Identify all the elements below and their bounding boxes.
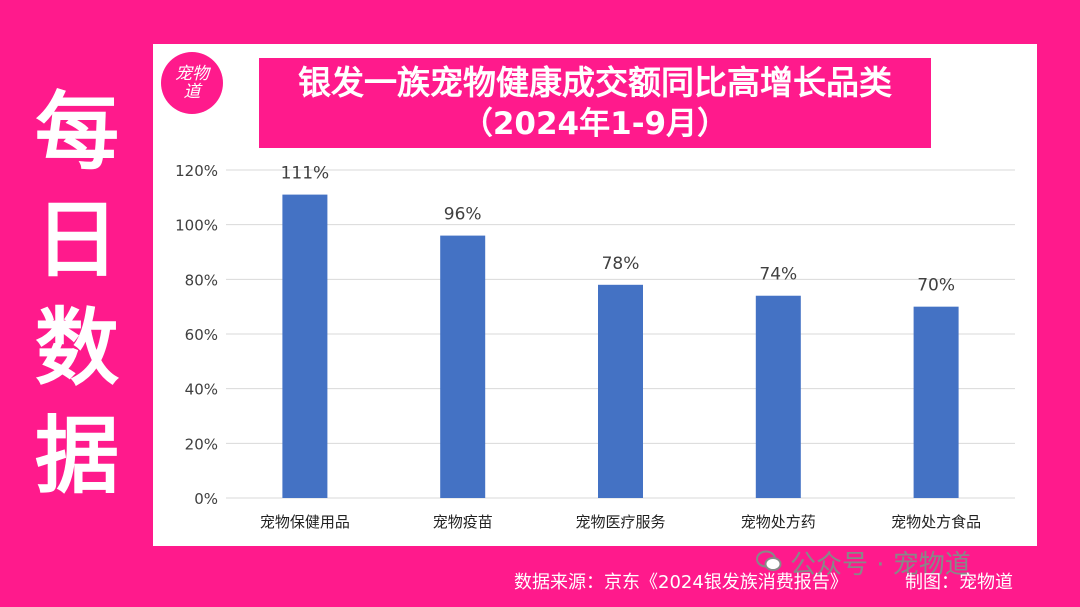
x-tick-label: 宠物疫苗 — [433, 513, 493, 531]
bar — [282, 194, 328, 498]
watermark-text: 公众号 · 宠物道 — [790, 550, 971, 580]
x-tick-label: 宠物处方食品 — [891, 513, 981, 531]
wechat-icon — [756, 550, 782, 572]
bar — [440, 235, 486, 498]
y-tick-label: 20% — [185, 435, 218, 453]
y-tick-label: 0% — [194, 490, 218, 508]
bar — [598, 284, 643, 498]
x-tick-label: 宠物处方药 — [741, 513, 816, 531]
bar — [755, 295, 801, 498]
side-title-char-4: 据 — [34, 407, 119, 505]
y-tick-label: 60% — [185, 326, 218, 344]
data-label: 78% — [602, 254, 640, 274]
chart-title-box: 银发一族宠物健康成交额同比高增长品类 （2024年1-9月） — [259, 58, 931, 148]
data-label: 74% — [759, 265, 797, 285]
data-source: 数据来源：京东《2024银发族消费报告》 — [514, 572, 848, 593]
chart-title: 银发一族宠物健康成交额同比高增长品类 — [298, 63, 892, 102]
side-title: 每 日 数 据 — [22, 78, 132, 510]
logo-text: 宠物道 — [175, 64, 209, 102]
data-label: 111% — [281, 164, 330, 184]
y-tick-label: 40% — [185, 381, 218, 399]
chart-card: 0% 20% 40% 60% 80% 100% 120% 111% 宠物保健用品 96% 宠物疫苗 7… — [153, 44, 1037, 546]
side-title-char-3: 数 — [34, 299, 119, 397]
data-label: 70% — [917, 276, 955, 296]
logo: 宠物道 — [161, 52, 223, 114]
x-tick-label: 宠物医疗服务 — [575, 513, 665, 531]
y-tick-label: 120% — [175, 162, 218, 180]
x-tick-label: 宠物保健用品 — [260, 513, 350, 531]
bar — [913, 306, 959, 498]
footer: 公众号 · 宠物道 数据来源：京东《2024银发族消费报告》 制图：宠物道 — [0, 550, 1080, 602]
chart-maker: 制图：宠物道 — [905, 572, 1013, 593]
side-title-char-1: 每 — [34, 83, 119, 181]
data-label: 96% — [444, 205, 482, 225]
y-tick-label: 80% — [185, 271, 218, 289]
chart-subtitle: （2024年1-9月） — [461, 106, 729, 142]
side-title-char-2: 日 — [34, 191, 119, 289]
bar-chart: 0% 20% 40% 60% 80% 100% 120% 111% 宠物保健用品 96% 宠物疫苗 7… — [175, 162, 1015, 531]
y-tick-label: 100% — [175, 217, 218, 235]
